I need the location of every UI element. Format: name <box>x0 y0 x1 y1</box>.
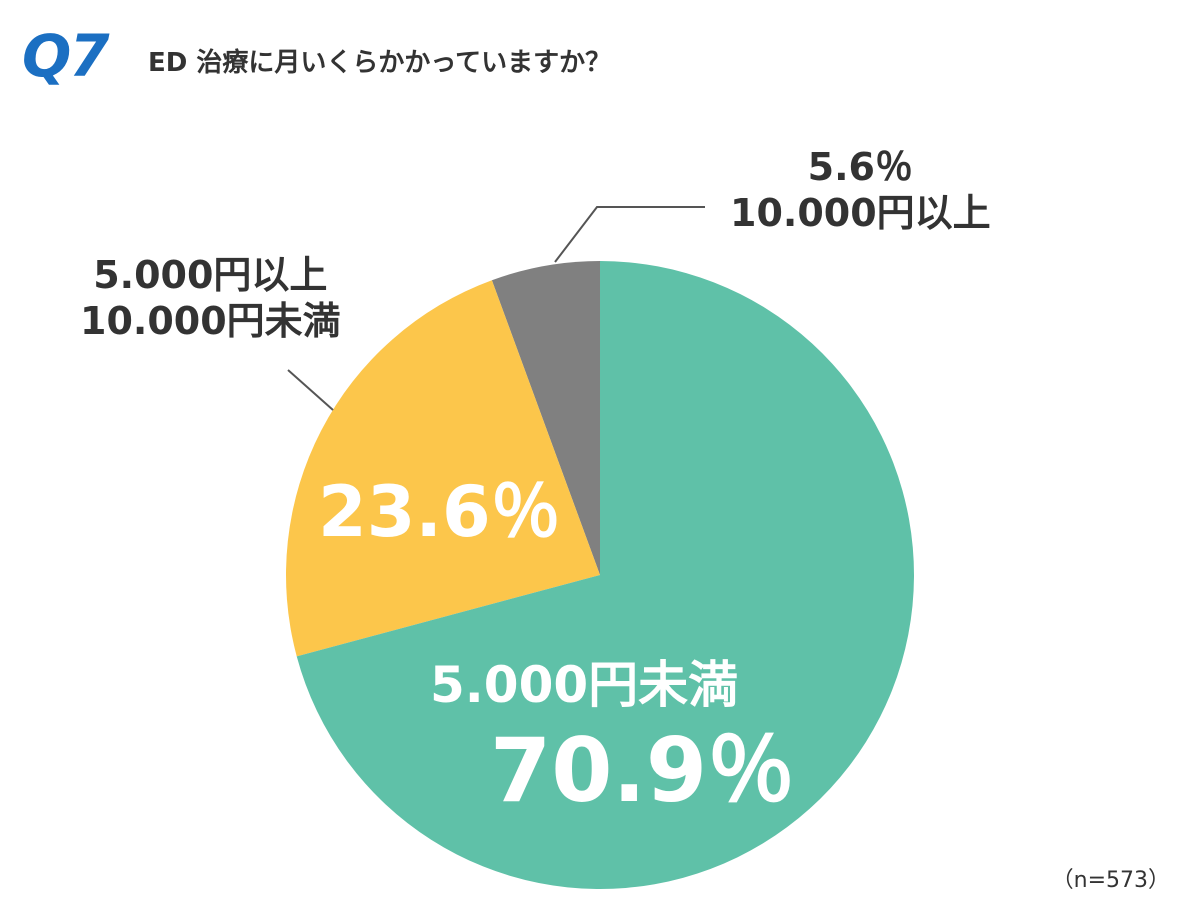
question-number: Q7 <box>22 22 110 90</box>
slice-label-yellow-line2: 10.000円未満 <box>80 298 341 343</box>
pie-slice-green <box>296 261 914 889</box>
slice-label-yellow-line1: 5.000円以上 <box>93 253 328 297</box>
pie-slice-gray <box>491 261 600 575</box>
slice-value-yellow: 23.6％ <box>318 471 561 553</box>
pie-slice-yellow <box>285 280 600 657</box>
leader-line-yellow <box>287 369 334 411</box>
slice-value-green: 70.9％ <box>490 719 796 822</box>
slice-label-gray: 5.6％ 10.000円以上 <box>730 145 991 236</box>
chart-title: ED 治療に月いくらかかっていますか？ <box>148 48 612 78</box>
slice-value-gray: 5.6％ <box>807 145 913 189</box>
slice-label-gray-line1: 10.000円以上 <box>730 190 991 235</box>
slice-label-yellow: 5.000円以上 10.000円未満 <box>80 253 341 344</box>
slice-label-green: 5.000円未満 <box>430 656 739 714</box>
sample-size: （n=573） <box>1051 868 1170 893</box>
leader-line-gray <box>554 206 705 263</box>
